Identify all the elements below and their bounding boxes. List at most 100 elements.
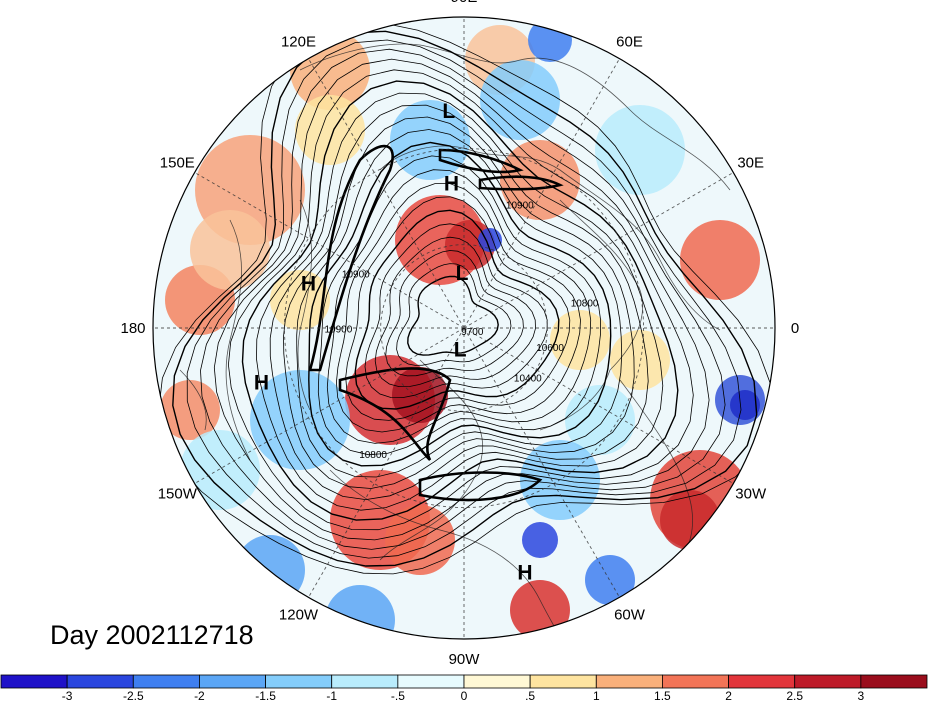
meridian-line xyxy=(308,327,465,598)
height-contour xyxy=(317,155,602,456)
high-center-label: H xyxy=(301,272,316,295)
jet-contour xyxy=(308,144,394,372)
colorbar-segment xyxy=(199,674,266,689)
anomaly-blob xyxy=(730,390,760,420)
longitude-label: 30E xyxy=(737,155,764,172)
height-contour xyxy=(345,196,571,421)
colorbar-segment xyxy=(860,674,928,689)
longitude-label: 120W xyxy=(279,607,319,624)
meridian-line xyxy=(463,172,734,329)
longitude-labels: 90E 60E 30E 0 30W 60W 90W 120W 150W 180 150E 120E xyxy=(120,0,799,668)
jet-contour xyxy=(338,367,452,461)
height-contour xyxy=(172,30,758,567)
anomaly-blob xyxy=(610,330,670,390)
longitude-label: 150W xyxy=(158,486,198,503)
anomaly-blob xyxy=(190,210,270,290)
contour-value-label: 10400 xyxy=(514,374,542,385)
height-contour xyxy=(200,48,726,550)
height-contour xyxy=(407,275,499,356)
anomaly-blob xyxy=(235,535,305,605)
low-center-label: L xyxy=(456,262,469,285)
colorbar-segment xyxy=(331,674,399,689)
colorbar-segment xyxy=(529,674,597,689)
parallel-line xyxy=(283,147,645,509)
height-contour xyxy=(213,58,710,541)
longitude-label: 120E xyxy=(281,33,316,50)
jet-contour xyxy=(478,175,564,191)
date-title: Day 2002112718 xyxy=(50,620,254,650)
anomaly-blob xyxy=(595,105,685,195)
height-contour xyxy=(269,104,649,501)
colorbar-segment xyxy=(0,674,68,689)
jet-contour xyxy=(418,471,543,502)
map-boundary xyxy=(152,16,776,640)
contour-value-label: 10900 xyxy=(342,270,370,281)
longitude-label: 90W xyxy=(449,651,481,668)
colorbar-segment xyxy=(265,674,333,689)
colorbar-tick-label: 1 xyxy=(593,689,600,702)
colorbar-segment xyxy=(662,674,729,689)
colorbar-tick-label: 2.5 xyxy=(786,689,803,702)
graticule xyxy=(153,17,775,639)
longitude-label: 60E xyxy=(616,33,643,50)
colorbar-segment xyxy=(595,674,663,689)
meridian-line xyxy=(463,327,620,598)
anomaly-blob xyxy=(325,585,395,639)
colorbar-tick-label: 1.5 xyxy=(654,689,671,702)
height-contour xyxy=(186,39,742,559)
meridian-line xyxy=(463,58,620,329)
colorbar: -3 -2.5 -2 -1.5 -1 -.5 0 .5 1 1.5 2 2.5 3 xyxy=(0,674,928,702)
anomaly-blob xyxy=(478,228,502,252)
colorbar-segment xyxy=(794,674,862,689)
contour-value-label: 10600 xyxy=(536,343,564,354)
height-contour xyxy=(256,92,664,511)
anomaly-blob xyxy=(392,367,448,423)
meridian-line xyxy=(194,327,465,484)
contour-value-labels: 10900 10900 10900 9700 10800 10600 10400 10800 xyxy=(324,200,598,460)
pressure-center-labels: L H L H H L H xyxy=(254,100,533,585)
colorbar-tick-label: 0 xyxy=(461,689,468,702)
anomaly-blob xyxy=(522,522,558,558)
colorbar-segment xyxy=(132,674,200,689)
meridian-line xyxy=(463,327,734,484)
contour-value-label: 9700 xyxy=(461,327,484,338)
anomaly-blob xyxy=(385,505,455,575)
high-center-label: H xyxy=(444,173,459,196)
longitude-label: 90E xyxy=(451,0,478,6)
contour-value-label: 10900 xyxy=(506,200,534,211)
colorbar-segment xyxy=(397,674,465,689)
anomaly-blob xyxy=(295,95,365,165)
colorbar-segment xyxy=(728,674,796,689)
contour-value-label: 10800 xyxy=(571,299,599,310)
anomaly-blob xyxy=(680,220,760,300)
parallel-line xyxy=(380,244,548,412)
height-contour xyxy=(364,223,548,399)
height-contour xyxy=(227,69,694,531)
colorbar-segment xyxy=(66,674,134,689)
contour-value-label: 10800 xyxy=(359,450,387,461)
anomaly-blob xyxy=(390,100,470,180)
colorbar-tick-label: -2.5 xyxy=(123,689,144,702)
colorbar-tick-label: -2 xyxy=(194,689,205,702)
colorbar-tick-label: .5 xyxy=(525,689,535,702)
high-center-label: H xyxy=(517,561,532,584)
longitude-label: 0 xyxy=(791,320,799,337)
height-contour xyxy=(374,236,536,388)
colorbar-tick-label: 2 xyxy=(725,689,732,702)
anomaly-blob xyxy=(585,555,635,605)
longitude-label: 30W xyxy=(735,486,767,503)
height-contour xyxy=(283,116,635,489)
height-contour xyxy=(158,22,773,575)
meridian-line xyxy=(308,58,465,329)
longitude-label: 60W xyxy=(614,607,646,624)
colorbar-tick-label: -3 xyxy=(62,689,73,702)
colorbar-tick-label: -1 xyxy=(326,689,337,702)
colorbar-tick-label: -.5 xyxy=(391,689,405,702)
colorbar-tick-label: 3 xyxy=(858,689,865,702)
anomaly-blob xyxy=(480,60,560,140)
longitude-label: 150E xyxy=(160,155,195,172)
height-contour xyxy=(385,250,524,377)
high-center-label: H xyxy=(254,371,269,394)
meridian-line xyxy=(194,172,465,329)
